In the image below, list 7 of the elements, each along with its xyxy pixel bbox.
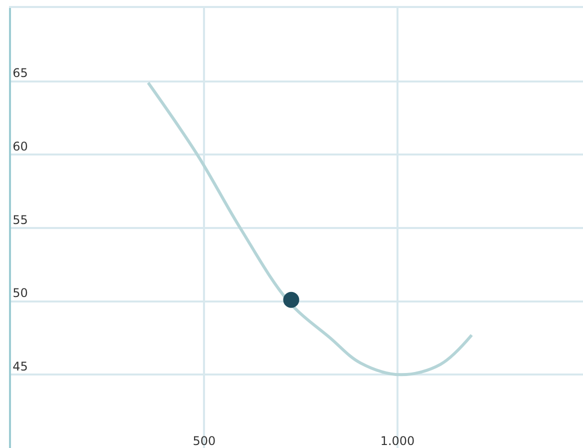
- x-tick-label: 500: [192, 434, 216, 448]
- y-tick-label: 60: [12, 139, 28, 154]
- y-tick-label: 45: [12, 359, 28, 374]
- y-tick-label: 55: [12, 212, 28, 227]
- y-tick-label: 65: [12, 66, 28, 80]
- x-tick-label: 1.000: [380, 434, 415, 448]
- y-tick-label: 50: [12, 286, 28, 300]
